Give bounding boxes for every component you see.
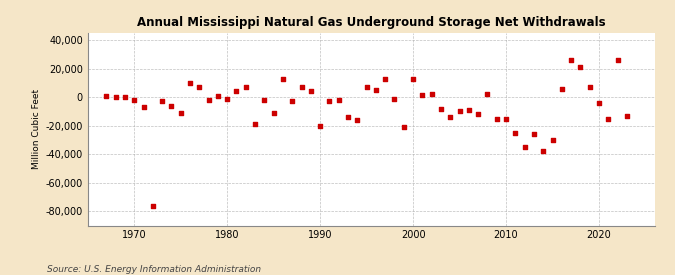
Point <box>482 92 493 97</box>
Point <box>575 65 586 69</box>
Point <box>324 99 335 104</box>
Point <box>491 116 502 121</box>
Point <box>519 145 530 149</box>
Point <box>119 95 130 99</box>
Point <box>176 111 186 115</box>
Point <box>510 131 520 135</box>
Text: Source: U.S. Energy Information Administration: Source: U.S. Energy Information Administ… <box>47 265 261 274</box>
Point <box>157 98 167 103</box>
Point <box>315 123 325 128</box>
Point <box>361 85 372 89</box>
Point <box>305 89 316 94</box>
Point <box>593 101 604 105</box>
Point <box>408 76 418 81</box>
Point <box>445 115 456 119</box>
Point <box>398 125 409 129</box>
Point <box>501 116 512 121</box>
Point <box>435 106 446 111</box>
Point <box>110 95 121 99</box>
Y-axis label: Million Cubic Feet: Million Cubic Feet <box>32 89 41 169</box>
Point <box>287 99 298 104</box>
Point <box>371 88 381 92</box>
Point <box>547 138 558 142</box>
Point <box>612 58 623 62</box>
Point <box>454 109 465 114</box>
Point <box>380 76 391 81</box>
Point <box>240 85 251 89</box>
Point <box>529 132 539 136</box>
Title: Annual Mississippi Natural Gas Underground Storage Net Withdrawals: Annual Mississippi Natural Gas Undergrou… <box>137 16 605 29</box>
Point <box>194 85 205 89</box>
Point <box>566 58 576 62</box>
Point <box>222 97 233 101</box>
Point <box>129 98 140 102</box>
Point <box>166 104 177 109</box>
Point <box>203 98 214 102</box>
Point <box>538 149 549 153</box>
Point <box>622 114 632 118</box>
Point <box>343 115 354 119</box>
Point <box>268 111 279 115</box>
Point <box>333 98 344 102</box>
Point <box>277 76 288 81</box>
Point <box>296 85 307 89</box>
Point <box>427 92 437 97</box>
Point <box>389 97 400 101</box>
Point <box>259 98 270 102</box>
Point <box>147 203 158 208</box>
Point <box>603 116 614 121</box>
Point <box>101 94 112 99</box>
Point <box>213 94 223 98</box>
Point <box>472 112 483 117</box>
Point <box>352 118 362 122</box>
Point <box>556 86 567 91</box>
Point <box>184 81 195 85</box>
Point <box>417 93 428 97</box>
Point <box>585 85 595 89</box>
Point <box>138 105 149 109</box>
Point <box>231 89 242 94</box>
Point <box>464 108 475 112</box>
Point <box>250 122 261 127</box>
